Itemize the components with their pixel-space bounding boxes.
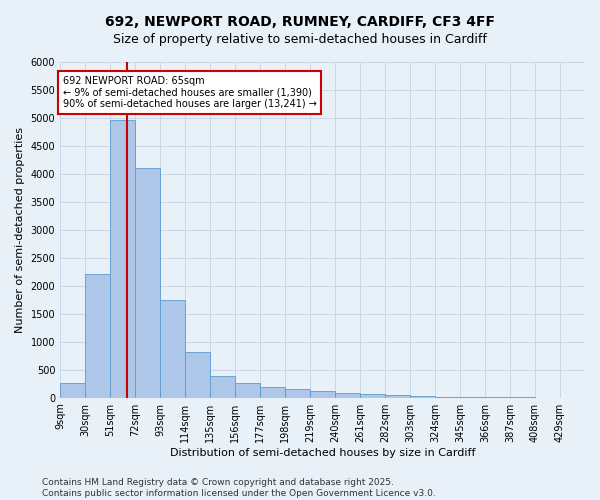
Bar [185, 352, 210, 398]
X-axis label: Distribution of semi-detached houses by size in Cardiff: Distribution of semi-detached houses by … [170, 448, 475, 458]
Bar [85, 274, 110, 398]
Bar [335, 392, 360, 398]
Bar [460, 397, 485, 398]
Bar [435, 396, 460, 398]
Bar [235, 382, 260, 398]
Bar [110, 120, 135, 398]
Bar [385, 395, 410, 398]
Text: 692 NEWPORT ROAD: 65sqm
← 9% of semi-detached houses are smaller (1,390)
90% of : 692 NEWPORT ROAD: 65sqm ← 9% of semi-det… [62, 76, 316, 108]
Bar [135, 168, 160, 398]
Bar [210, 376, 235, 398]
Bar [360, 394, 385, 398]
Bar [260, 387, 285, 398]
Text: Contains HM Land Registry data © Crown copyright and database right 2025.
Contai: Contains HM Land Registry data © Crown c… [42, 478, 436, 498]
Bar [285, 389, 310, 398]
Text: 692, NEWPORT ROAD, RUMNEY, CARDIFF, CF3 4FF: 692, NEWPORT ROAD, RUMNEY, CARDIFF, CF3 … [105, 15, 495, 29]
Text: Size of property relative to semi-detached houses in Cardiff: Size of property relative to semi-detach… [113, 32, 487, 46]
Bar [160, 300, 185, 398]
Bar [310, 391, 335, 398]
Bar [410, 396, 435, 398]
Bar [60, 382, 85, 398]
Y-axis label: Number of semi-detached properties: Number of semi-detached properties [15, 126, 25, 332]
